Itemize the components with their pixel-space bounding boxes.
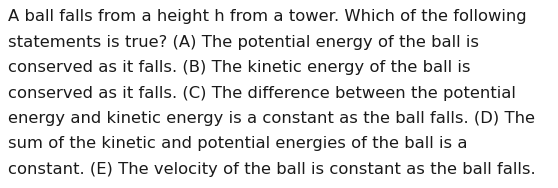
- Text: statements is true? (A) The potential energy of the ball is: statements is true? (A) The potential en…: [8, 35, 479, 50]
- Text: conserved as it falls. (C) The difference between the potential: conserved as it falls. (C) The differenc…: [8, 86, 516, 101]
- Text: constant. (E) The velocity of the ball is constant as the ball falls.: constant. (E) The velocity of the ball i…: [8, 162, 536, 177]
- Text: energy and kinetic energy is a constant as the ball falls. (D) The: energy and kinetic energy is a constant …: [8, 111, 535, 126]
- Text: sum of the kinetic and potential energies of the ball is a: sum of the kinetic and potential energie…: [8, 136, 467, 151]
- Text: conserved as it falls. (B) The kinetic energy of the ball is: conserved as it falls. (B) The kinetic e…: [8, 60, 470, 75]
- Text: A ball falls from a height h from a tower. Which of the following: A ball falls from a height h from a towe…: [8, 9, 526, 24]
